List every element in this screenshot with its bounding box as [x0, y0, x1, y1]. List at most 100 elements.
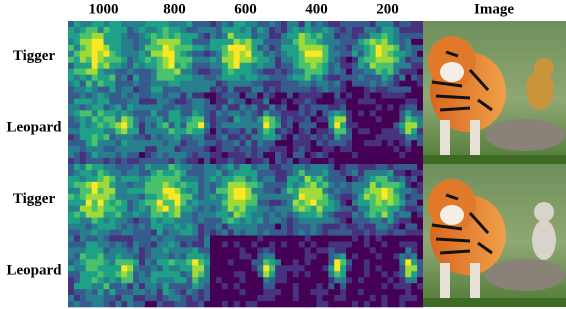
heatmap-pixel: [91, 193, 98, 201]
heatmap-pixel: [417, 175, 424, 183]
heatmap-pixel: [281, 116, 288, 123]
heatmap-pixel: [210, 152, 217, 159]
heatmap-pixel: [115, 283, 122, 290]
heatmap-pixel: [233, 301, 240, 308]
heatmap-pixel: [174, 164, 181, 171]
heatmap-pixel: [180, 92, 187, 99]
heatmap-pixel: [399, 134, 406, 141]
heatmap-pixel: [85, 241, 92, 248]
heatmap-pixel: [85, 235, 92, 242]
heatmap-pixel: [233, 44, 240, 52]
heatmap-pixel: [139, 32, 146, 40]
heatmap-pixel: [405, 241, 412, 248]
heatmap-pixel: [85, 152, 92, 159]
heatmap-pixel: [68, 68, 75, 75]
heatmap-pixel: [411, 253, 418, 260]
heatmap-pixel: [417, 32, 424, 40]
heatmap-pixel: [399, 199, 406, 207]
heatmap-pixel: [281, 164, 288, 171]
heatmap-pixel: [180, 164, 187, 171]
heatmap-pixel: [97, 169, 104, 177]
heatmap-pixel: [121, 44, 128, 52]
heatmap-pixel: [322, 140, 329, 147]
heatmap-pixel: [245, 92, 252, 99]
heatmap-pixel: [310, 193, 317, 201]
heatmap-pixel: [269, 175, 276, 183]
heatmap-pixel: [381, 128, 388, 135]
heatmap-pixel: [393, 289, 400, 296]
heatmap-pixel: [139, 235, 146, 242]
heatmap-pixel: [139, 80, 146, 87]
heatmap-pixel: [369, 44, 376, 52]
heatmap-pixel: [139, 259, 146, 266]
heatmap-pixel: [281, 68, 288, 75]
heatmap-pixel: [316, 86, 323, 93]
heatmap-pixel: [251, 259, 258, 266]
heatmap-pixel: [180, 122, 187, 129]
heatmap-pixel: [286, 80, 294, 87]
heatmap-pixel: [144, 74, 152, 81]
heatmap-pixel: [133, 74, 140, 81]
heatmap-pixel: [168, 199, 175, 207]
heatmap-pixel: [269, 104, 276, 111]
heatmap-pixel: [304, 44, 311, 52]
heatmap-pixel: [97, 56, 104, 64]
heatmap-pixel: [281, 158, 288, 165]
heatmap-pixel: [192, 80, 199, 87]
heatmap-pixel: [316, 193, 323, 201]
heatmap-pixel: [79, 80, 87, 87]
heatmap-pixel: [417, 265, 424, 272]
heatmap-pixel: [357, 158, 365, 165]
heatmap-pixel: [417, 181, 424, 189]
heatmap-pixel: [227, 21, 234, 28]
heatmap-pixel: [310, 80, 317, 87]
heatmap-pixel: [281, 62, 288, 69]
heatmap-pixel: [221, 253, 229, 260]
heatmap-pixel: [233, 164, 240, 171]
heatmap-pixel: [357, 164, 365, 171]
heatmap-pixel: [322, 50, 329, 58]
heatmap-pixel: [192, 235, 199, 242]
heatmap-pixel: [144, 289, 152, 296]
heatmap-pixel: [121, 152, 128, 159]
heatmap-pixel: [186, 32, 193, 40]
heatmap-pixel: [210, 32, 217, 40]
heatmap-pixel: [204, 140, 211, 147]
heatmap-pixel: [239, 104, 246, 111]
heatmap-pixel: [85, 175, 92, 183]
heatmap-pixel: [363, 128, 371, 135]
heatmap-pixel: [73, 235, 81, 242]
heatmap-pixel: [357, 21, 365, 28]
heatmap-pixel: [150, 104, 158, 111]
heatmap-pixel: [79, 271, 87, 278]
heatmap-pixel: [263, 158, 270, 165]
heatmap-pixel: [387, 199, 394, 207]
heatmap-pixel: [352, 205, 359, 212]
heatmap-pixel: [85, 229, 92, 236]
heatmap-pixel: [310, 241, 317, 248]
heatmap-pixel: [192, 98, 199, 105]
heatmap-pixel: [174, 277, 181, 284]
heatmap-pixel: [221, 271, 229, 278]
heatmap-pixel: [215, 169, 223, 177]
heatmap-pixel: [328, 181, 335, 189]
heatmap-pixel: [346, 68, 353, 75]
heatmap-pixel: [68, 74, 75, 81]
heatmap-pixel: [180, 295, 187, 302]
heatmap-pixel: [411, 92, 418, 99]
heatmap-pixel: [97, 283, 104, 290]
heatmap-pixel: [68, 116, 75, 123]
heatmap-pixel: [369, 62, 376, 69]
heatmap-pixel: [393, 169, 400, 177]
heatmap-pixel: [139, 211, 146, 218]
heatmap-pixel: [156, 62, 163, 69]
heatmap-pixel: [275, 116, 282, 123]
heatmap-pixel: [375, 38, 382, 46]
heatmap-pixel: [275, 98, 282, 105]
heatmap-pixel: [245, 122, 252, 129]
heatmap-pixel: [298, 241, 305, 248]
heatmap-pixel: [304, 122, 311, 129]
heatmap-pixel: [227, 62, 234, 69]
heatmap-pixel: [298, 295, 305, 302]
heatmap-pixel: [251, 122, 258, 129]
